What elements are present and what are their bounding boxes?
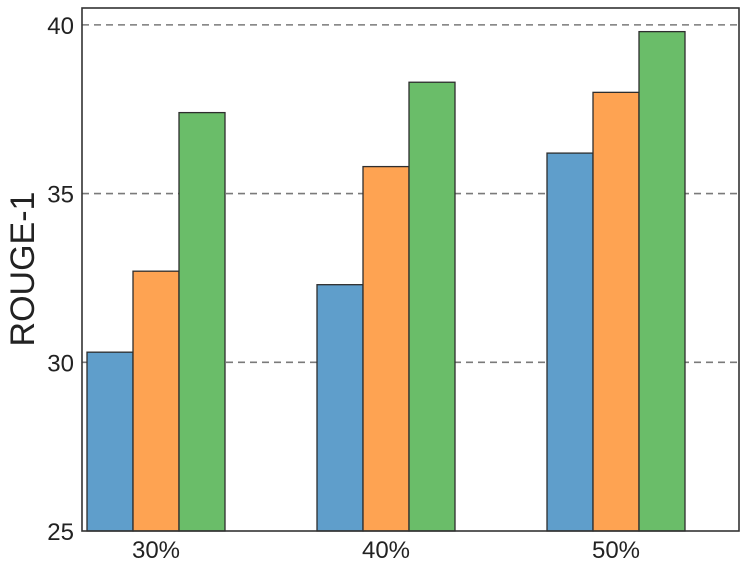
x-tick-label: 30% xyxy=(132,537,180,564)
plot-frame xyxy=(81,7,740,532)
y-tick-label: 30 xyxy=(47,350,74,377)
bar-30pct-series-2 xyxy=(132,270,180,532)
bar-40pct-series-1 xyxy=(316,284,364,532)
x-tick-labels: 30% 40% 50% xyxy=(132,537,640,564)
y-axis-label: ROUGE-1 xyxy=(4,192,42,347)
bars xyxy=(86,30,686,532)
bar-50pct-series-3 xyxy=(638,30,686,532)
y-tick-labels: 25 30 35 40 xyxy=(47,13,74,546)
x-tick-label: 50% xyxy=(592,537,640,564)
bar-30pct-series-1 xyxy=(86,351,134,532)
bar-30pct-series-3 xyxy=(178,111,226,532)
x-tick-label: 40% xyxy=(362,537,410,564)
y-tick-label: 25 xyxy=(47,519,74,546)
y-tick-label: 40 xyxy=(47,13,74,40)
bar-40pct-series-3 xyxy=(408,81,456,532)
bar-40pct-series-2 xyxy=(362,165,410,532)
bar-50pct-series-1 xyxy=(546,152,594,532)
bar-50pct-series-2 xyxy=(592,91,640,532)
y-tick-label: 35 xyxy=(47,182,74,209)
